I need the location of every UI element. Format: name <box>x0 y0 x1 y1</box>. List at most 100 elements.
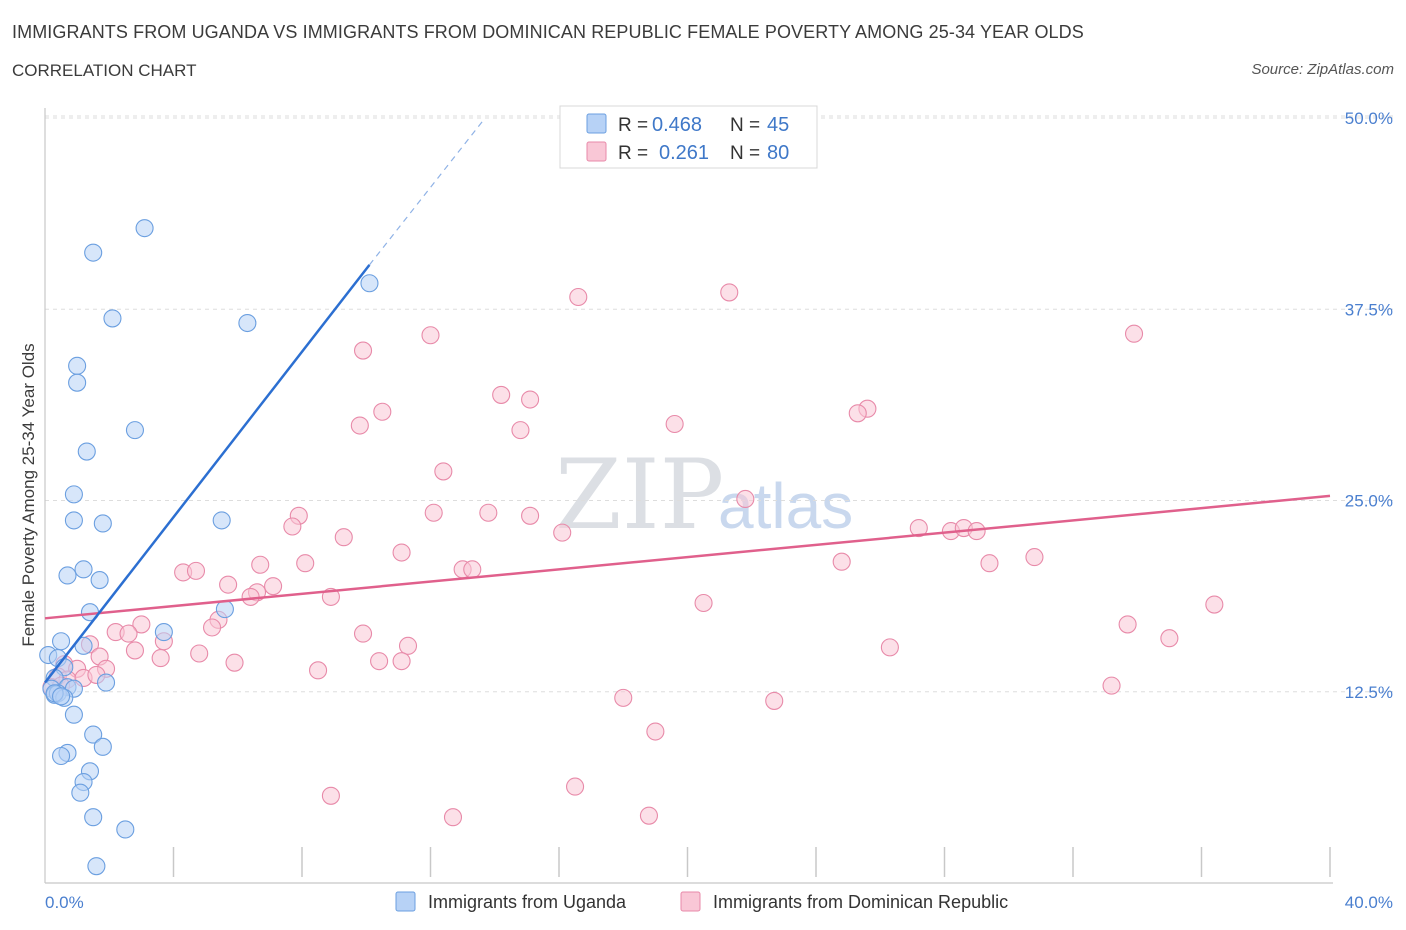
dominican-point <box>1124 324 1144 343</box>
uganda-trend-line <box>44 264 371 684</box>
legend-r-label-dominican: R = <box>618 143 648 164</box>
dominican-points <box>42 283 1224 827</box>
dominican-point <box>190 644 209 663</box>
y-tick-label: 12.5% <box>1345 683 1393 702</box>
uganda-point <box>52 632 71 651</box>
dominican-point <box>511 421 530 440</box>
legend-swatch-uganda <box>586 113 607 134</box>
dominican-point <box>125 641 144 660</box>
dominican-point <box>353 341 373 360</box>
dominican-point <box>646 722 665 741</box>
uganda-point <box>68 356 87 375</box>
dominican-point <box>614 688 633 707</box>
dominican-point <box>553 523 572 542</box>
dominican-point <box>251 555 270 574</box>
uganda-trend-extension <box>368 117 486 266</box>
watermark-zip: ZIP <box>555 439 724 551</box>
dominican-point <box>119 624 138 643</box>
dominican-point <box>569 287 588 307</box>
dominican-point <box>521 390 540 409</box>
x-tick-label-min: 0.0% <box>45 893 84 912</box>
chart-subtitle: CORRELATION CHART <box>12 61 197 80</box>
dominican-point <box>296 554 315 573</box>
dominican-point <box>373 402 392 421</box>
dominican-point <box>219 575 238 594</box>
dominican-point <box>132 615 151 634</box>
dominican-point <box>521 506 540 525</box>
uganda-point <box>77 442 96 461</box>
legend-swatch-dominican <box>586 141 607 162</box>
dominican-point <box>321 786 340 805</box>
uganda-point <box>212 511 231 530</box>
legend-n-value-dominican: 80 <box>767 142 789 164</box>
bottom-legend-label-dominican: Immigrants from Dominican Republic <box>713 892 1008 912</box>
uganda-point <box>68 373 87 392</box>
uganda-point <box>360 274 379 293</box>
y-axis-label: Female Poverty Among 25-34 Year Olds <box>19 343 38 646</box>
series-legend: Immigrants from Uganda Immigrants from D… <box>395 891 1008 912</box>
uganda-point <box>90 571 109 590</box>
uganda-points <box>39 219 379 876</box>
dominican-point <box>186 561 206 580</box>
uganda-point <box>135 219 154 238</box>
axes <box>44 108 1333 884</box>
dominican-point <box>398 636 418 655</box>
uganda-point <box>87 857 106 876</box>
dominican-point <box>720 283 739 302</box>
dominican-point <box>1102 676 1121 695</box>
uganda-point <box>64 485 83 504</box>
uganda-point <box>93 737 112 756</box>
uganda-point <box>125 421 144 440</box>
uganda-point <box>64 705 83 724</box>
dominican-point <box>492 385 511 404</box>
dominican-point <box>241 587 260 606</box>
watermark-atlas: atlas <box>718 470 853 542</box>
dominican-point <box>1205 595 1224 614</box>
dominican-point <box>832 552 851 571</box>
dominican-point <box>350 416 369 435</box>
dominican-point <box>566 777 585 796</box>
stats-legend: R = 0.468 N = 45 R = 0.261 N = 80 <box>559 105 818 169</box>
dominican-point <box>434 462 453 481</box>
trend-lines <box>44 117 1331 684</box>
dominican-point <box>370 652 389 671</box>
dominican-point <box>736 489 755 509</box>
dominican-point <box>392 543 411 562</box>
uganda-point <box>52 687 71 706</box>
uganda-point <box>103 309 122 328</box>
dominican-point <box>421 326 440 345</box>
bottom-legend-swatch-dominican <box>680 891 701 912</box>
dominican-point <box>309 661 328 680</box>
dominican-point <box>880 638 899 657</box>
uganda-point <box>52 746 71 766</box>
uganda-point <box>84 243 103 262</box>
dominican-point <box>1025 548 1044 567</box>
uganda-point <box>215 600 234 619</box>
x-tick-label-max: 40.0% <box>1345 893 1393 912</box>
dominican-point <box>1160 629 1179 648</box>
uganda-point <box>238 313 257 333</box>
legend-n-label-uganda: N = <box>730 115 760 136</box>
legend-r-value-uganda: 0.468 <box>652 114 702 136</box>
dominican-point <box>283 517 302 536</box>
dominican-point <box>443 808 463 827</box>
bottom-legend-swatch-uganda <box>395 891 416 912</box>
dominican-point <box>848 404 867 423</box>
uganda-point <box>71 783 90 802</box>
x-axis-ticks <box>172 847 1331 877</box>
uganda-point <box>93 514 112 533</box>
legend-r-label-uganda: R = <box>618 115 648 136</box>
uganda-point <box>58 566 77 585</box>
dominican-point <box>334 528 353 547</box>
legend-n-label-dominican: N = <box>730 143 760 164</box>
uganda-point <box>116 820 135 839</box>
dominican-point <box>424 503 443 522</box>
y-tick-labels: 12.5% 25.0% 37.5% 50.0% <box>1345 109 1393 702</box>
dominican-point <box>203 618 222 637</box>
uganda-point <box>84 725 103 744</box>
uganda-point <box>84 808 103 827</box>
source-credit: Source: ZipAtlas.com <box>1251 61 1394 78</box>
dominican-point <box>353 624 373 643</box>
uganda-point <box>64 511 83 530</box>
dominican-point <box>694 593 713 613</box>
